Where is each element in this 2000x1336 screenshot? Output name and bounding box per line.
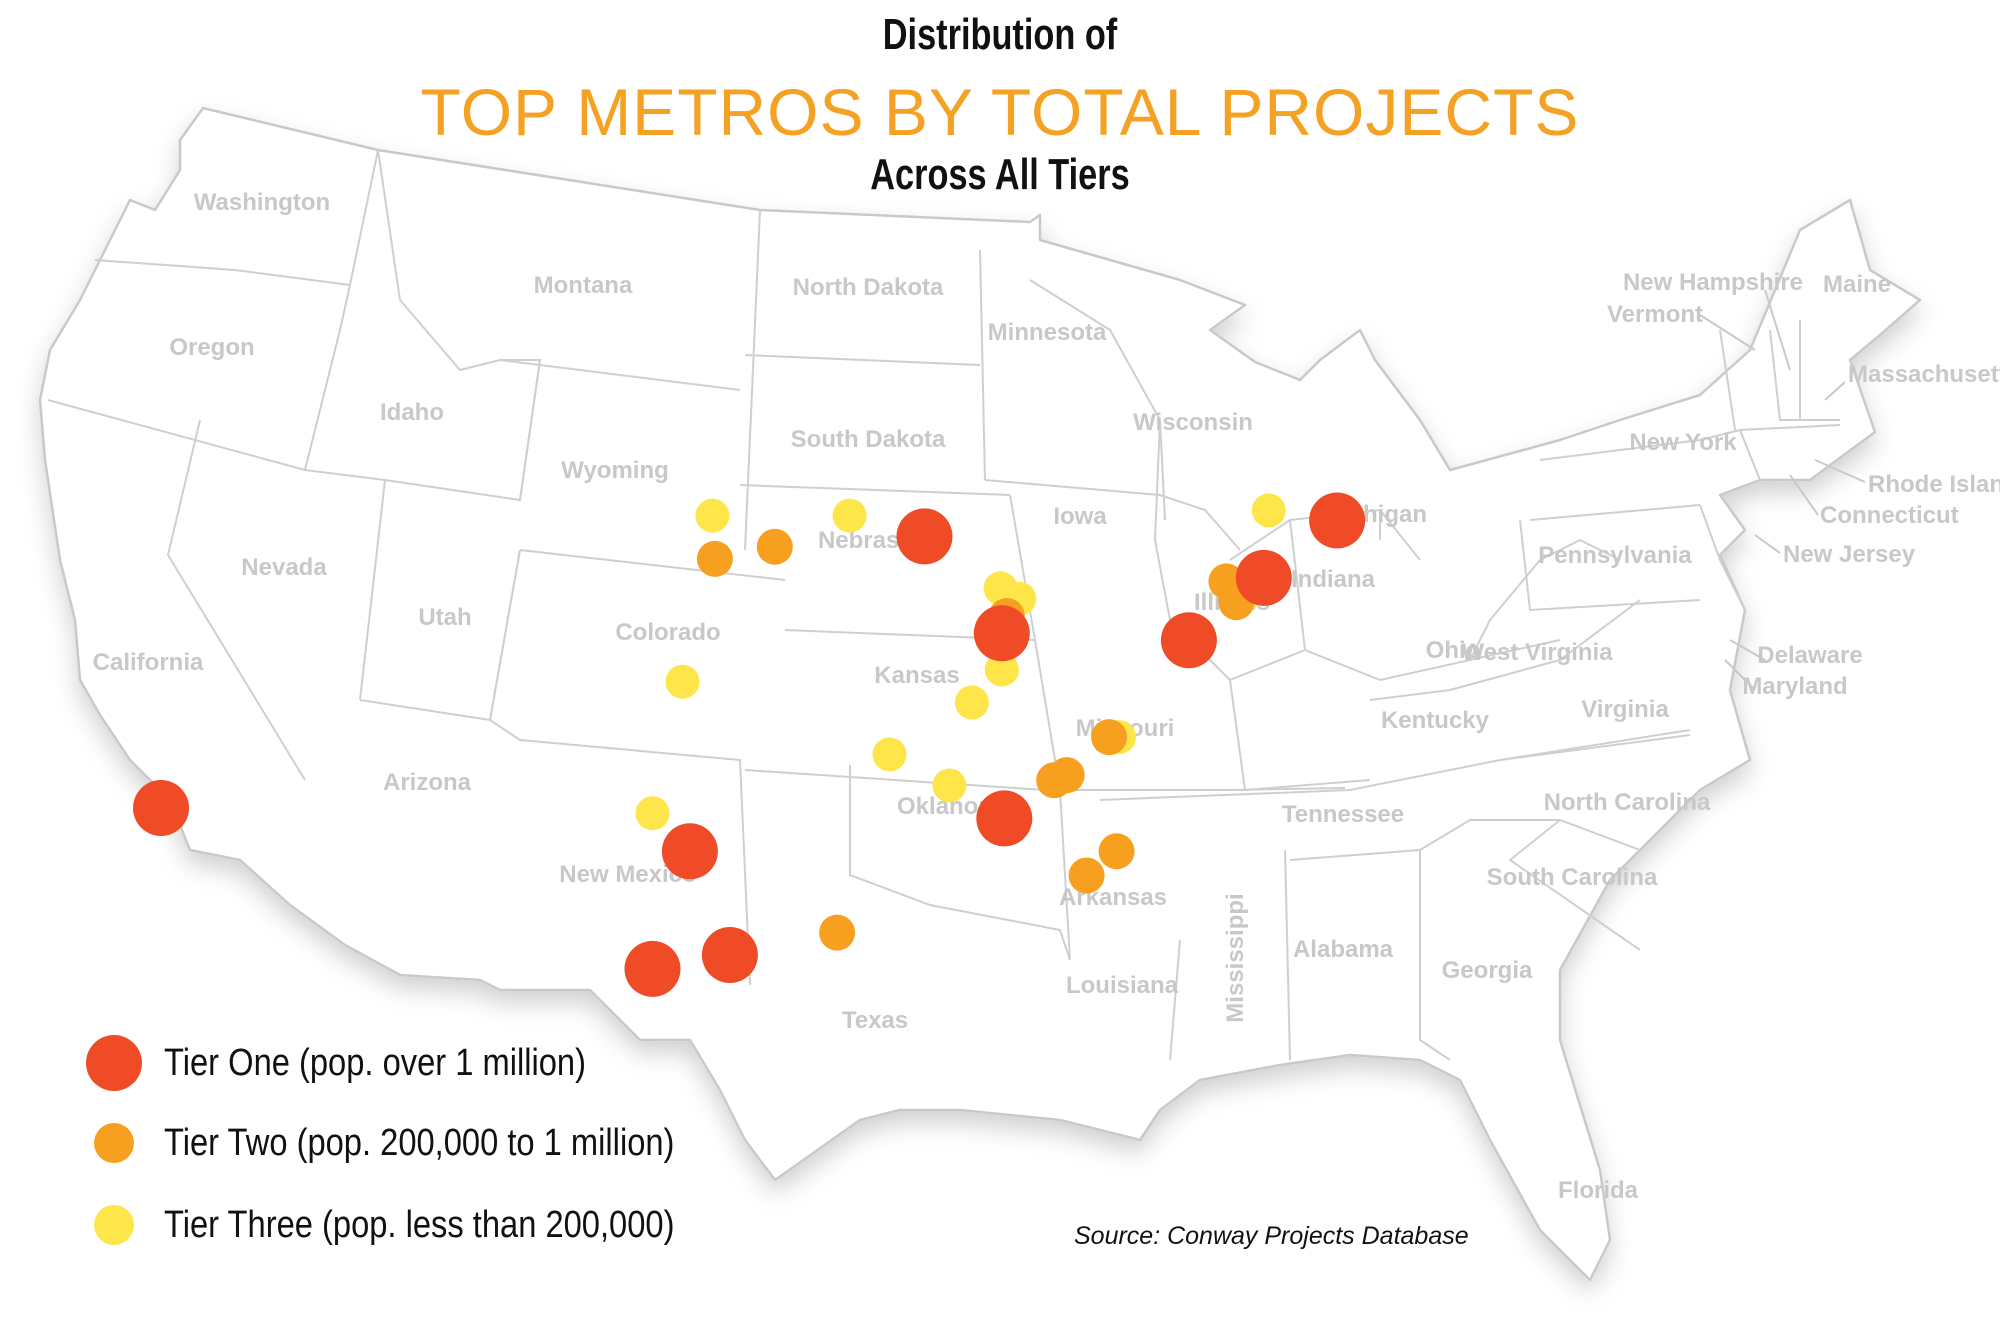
state-label: Nevada [241, 554, 327, 581]
state-label: Rhode Island [1868, 471, 2000, 498]
legend-swatch-tier-one [86, 1035, 142, 1091]
metro-marker-tier-one [133, 780, 189, 836]
state-label: North Dakota [793, 274, 944, 301]
state-label: Delaware [1757, 642, 1862, 669]
state-label: Kentucky [1381, 707, 1490, 734]
metro-marker-tier-one [1309, 492, 1366, 549]
state-label: Virginia [1581, 696, 1669, 723]
state-label: Pennsylvania [1538, 542, 1692, 569]
metro-marker-tier-one [661, 823, 718, 880]
state-label: Ohio [1426, 637, 1481, 664]
metro-marker-tier-one [1160, 612, 1217, 669]
metro-marker-tier-three [695, 498, 730, 533]
metro-marker-tier-three [954, 685, 989, 720]
legend-label: Tier Two (pop. 200,000 to 1 million) [164, 1121, 675, 1164]
state-label: Alabama [1293, 936, 1394, 963]
state-label: Arizona [383, 769, 472, 796]
legend-label: Tier One (pop. over 1 million) [164, 1041, 586, 1084]
state-label: Colorado [615, 619, 720, 646]
metro-marker-tier-one [973, 605, 1030, 662]
metro-marker-tier-three [932, 768, 967, 803]
state-label: Utah [418, 604, 471, 631]
metro-marker-tier-two [1091, 719, 1128, 756]
metro-marker-tier-one [896, 508, 953, 565]
state-label: Connecticut [1820, 502, 1959, 529]
legend-item-tier-one: Tier One (pop. over 1 million) [86, 1033, 655, 1093]
source-note: Source: Conway Projects Database [1074, 1222, 1469, 1250]
metro-marker-tier-one [976, 790, 1033, 847]
state-label: New Jersey [1783, 541, 1916, 568]
legend-label: Tier Three (pop. less than 200,000) [164, 1203, 675, 1246]
state-label: Texas [842, 1007, 908, 1034]
metro-marker-tier-one [1235, 549, 1292, 606]
state-label: Wyoming [561, 457, 669, 484]
metro-marker-tier-three [635, 796, 670, 831]
state-label: West Virginia [1461, 639, 1613, 666]
state-label: California [93, 649, 204, 676]
legend-item-tier-three: Tier Three (pop. less than 200,000) [86, 1195, 758, 1255]
state-label: New York [1629, 429, 1737, 456]
state-label: North Carolina [1544, 789, 1711, 816]
metro-marker-tier-three [665, 664, 700, 699]
leader-lines [1699, 289, 1866, 691]
state-label: Vermont [1607, 301, 1703, 328]
state-label: Florida [1558, 1177, 1639, 1204]
state-label: South Dakota [791, 426, 946, 453]
metro-marker-tier-one [701, 927, 758, 983]
state-label: New Hampshire [1623, 269, 1803, 296]
state-label: Minnesota [988, 319, 1107, 346]
state-label: Maryland [1742, 673, 1847, 700]
state-label: Oregon [169, 334, 254, 361]
legend-swatch-tier-three [94, 1205, 134, 1245]
state-label: Maine [1823, 271, 1891, 298]
metro-marker-tier-three [1251, 493, 1286, 528]
state-label: South Carolina [1487, 864, 1658, 891]
legend-item-tier-two: Tier Two (pop. 200,000 to 1 million) [86, 1113, 758, 1173]
state-label: Massachusetts [1848, 361, 2000, 388]
metro-marker-tier-two [696, 540, 733, 577]
state-label: Iowa [1053, 503, 1107, 530]
state-label: Washington [194, 189, 330, 216]
legend-swatch-tier-two [94, 1123, 134, 1163]
metro-marker-tier-three [832, 498, 867, 533]
state-label: Indiana [1291, 566, 1376, 593]
state-borders [47, 149, 1841, 1061]
metro-marker-tier-three [984, 652, 1019, 687]
state-label: Mississippi [1222, 893, 1249, 1022]
title-line-1: Distribution of [882, 10, 1118, 59]
state-label: Idaho [380, 399, 444, 426]
metro-marker-tier-two [756, 528, 793, 565]
state-label: Tennessee [1282, 801, 1404, 828]
metro-marker-tier-two [1098, 833, 1135, 870]
metro-marker-tier-two [1048, 757, 1085, 794]
metro-markers [133, 492, 1366, 997]
state-label: Wisconsin [1133, 409, 1253, 436]
state-label: Montana [534, 272, 633, 299]
title-line-3: Across All Tiers [870, 150, 1130, 199]
title-line-2: TOP METROS BY TOTAL PROJECTS [420, 75, 1580, 149]
state-label: Georgia [1442, 957, 1533, 984]
metro-marker-tier-two [819, 914, 856, 951]
metro-marker-tier-three [872, 737, 907, 772]
metro-marker-tier-one [624, 940, 681, 997]
state-label: Louisiana [1066, 972, 1179, 999]
state-label: Kansas [874, 662, 959, 689]
metro-marker-tier-two [1068, 857, 1105, 894]
